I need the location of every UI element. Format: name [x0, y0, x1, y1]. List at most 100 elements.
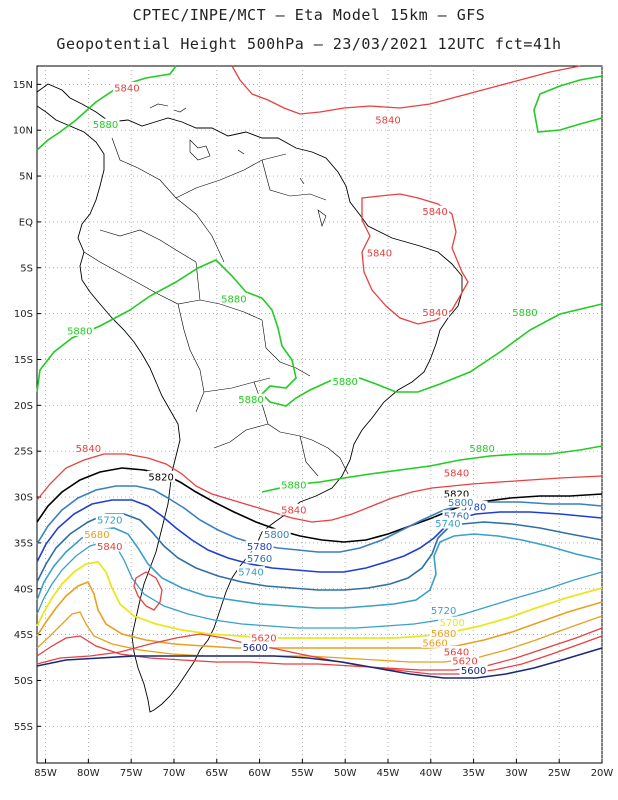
contour-label-bg	[249, 632, 278, 644]
contour-5780	[36, 499, 603, 573]
lon-tick-label: 85W	[34, 768, 57, 779]
contour-label-bg	[91, 118, 120, 130]
lon-tick-label: 20W	[591, 768, 614, 779]
lon-tick-label: 60W	[248, 768, 271, 779]
contour-label: 5880	[332, 377, 357, 388]
contour-label: 5840	[76, 444, 101, 455]
lat-tick-label: 55S	[14, 722, 33, 733]
contour-label-bg	[95, 540, 124, 552]
contour-label-bg	[279, 479, 308, 491]
lon-tick-label: 40W	[419, 768, 442, 779]
contour-5680	[36, 580, 603, 649]
contour-5620	[36, 633, 603, 675]
contour-label: 5880	[93, 120, 118, 131]
contour-label: 5740	[238, 568, 263, 579]
lon-tick-label: 25W	[548, 768, 571, 779]
contour-label: 5760	[247, 554, 272, 565]
lat-tick-label: 50S	[14, 676, 33, 687]
contour-label: 5800	[264, 530, 289, 541]
contour-label: 5880	[221, 294, 246, 305]
lon-tick-label: 50W	[334, 768, 357, 779]
contour-label: 5780	[461, 503, 486, 514]
map-title-line2: Geopotential Height 500hPa — 23/03/2021 …	[56, 35, 562, 53]
contour-label-bg	[74, 442, 103, 454]
contour-label-bg	[442, 488, 471, 500]
contour-label-bg	[510, 306, 539, 318]
contour-label: 5820	[148, 472, 173, 483]
contour-label: 5600	[461, 666, 486, 677]
lat-tick-label: 30S	[14, 493, 33, 504]
lon-tick-label: 65W	[205, 768, 228, 779]
contour-label-bg	[468, 442, 497, 454]
contour-5640	[36, 627, 603, 671]
contour-label-bg	[65, 324, 94, 336]
continent-outline	[36, 83, 463, 713]
contour-label: 5640	[444, 647, 469, 658]
contour-label-bg	[429, 627, 458, 639]
contour-label: 5700	[439, 618, 464, 629]
caribbean-islands	[149, 103, 327, 227]
contour-label-bg	[331, 375, 360, 387]
contour-label: 5880	[67, 326, 92, 337]
contour-5880-northwest	[36, 65, 177, 151]
contour-label-bg	[219, 292, 248, 304]
lat-tick-label: 15N	[13, 80, 33, 91]
contour-5700	[36, 561, 603, 639]
lat-tick-label: EQ	[19, 217, 33, 228]
contour-5840-north	[231, 65, 581, 115]
contour-label: 5840	[422, 207, 447, 218]
contour-label-bg	[421, 205, 450, 217]
contour-label: 5600	[243, 643, 268, 654]
lon-tick-label: 30W	[505, 768, 528, 779]
contour-label: 5720	[97, 515, 122, 526]
lat-tick-label: 45S	[14, 630, 33, 641]
contour-label: 5880	[238, 395, 263, 406]
lat-tick-label: 25S	[14, 447, 33, 458]
contour-label-bg	[95, 513, 124, 525]
lat-tick-label: 20S	[14, 401, 33, 412]
contour-label: 5840	[367, 249, 392, 260]
contour-label: 5680	[431, 629, 456, 640]
contour-label: 5620	[251, 634, 276, 645]
contour-label-bg	[245, 552, 274, 564]
contour-label-bg	[451, 655, 480, 667]
contour-label: 5740	[435, 519, 460, 530]
contour-label-bg	[421, 636, 450, 648]
lon-tick-label: 70W	[163, 768, 186, 779]
lat-tick-label: 15S	[14, 355, 33, 366]
lat-tick-label: 10N	[13, 126, 33, 137]
contour-5840-nebrazil	[361, 193, 469, 325]
contour-5720	[36, 541, 603, 629]
contour-label-bg	[279, 503, 308, 515]
contour-label: 5840	[97, 542, 122, 553]
contour-label: 5780	[247, 542, 272, 553]
lon-tick-label: 35W	[462, 768, 485, 779]
contour-label: 5660	[422, 638, 447, 649]
contour-label-bg	[147, 470, 176, 482]
map-title-line1: CPTEC/INPE/MCT — Eta Model 15km — GFS	[132, 6, 486, 24]
contour-label: 5840	[444, 469, 469, 480]
contour-label-bg	[241, 641, 270, 653]
country-borders	[83, 137, 349, 477]
contour-5880-south	[261, 445, 603, 493]
contour-label-bg	[245, 540, 274, 552]
lat-tick-label: 40S	[14, 584, 33, 595]
contour-label-bg	[237, 566, 266, 578]
lat-tick-label: 10S	[14, 309, 33, 320]
contour-5880-northeast	[533, 75, 603, 133]
contour-label-bg	[262, 528, 291, 540]
lon-tick-label: 75W	[120, 768, 143, 779]
contour-label-bg	[446, 496, 475, 508]
contour-label: 5800	[448, 498, 473, 509]
contour-label-bg	[442, 645, 471, 657]
contour-label-bg	[433, 517, 462, 529]
contour-5880-inland	[36, 259, 603, 407]
contour-label-bg	[459, 664, 488, 676]
contour-label-bg	[429, 604, 458, 616]
contour-label: 5680	[84, 530, 109, 541]
contour-label: 5840	[281, 505, 306, 516]
lon-tick-label: 45W	[377, 768, 400, 779]
lat-tick-label: 5S	[20, 263, 33, 274]
contour-label-bg	[438, 616, 467, 628]
